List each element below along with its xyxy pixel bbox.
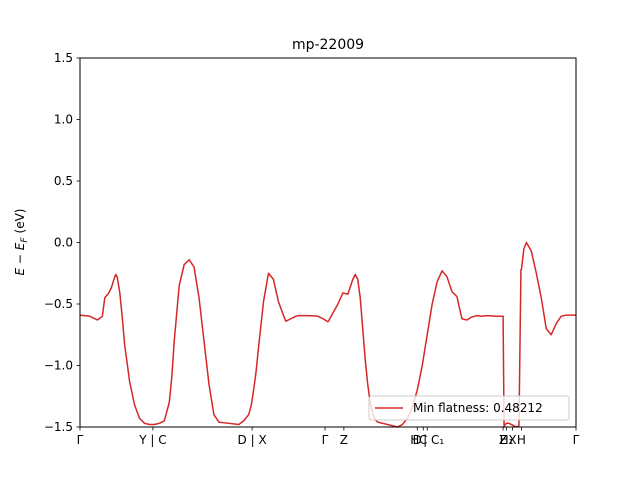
- x-tick-label: Γ: [77, 433, 84, 447]
- legend: Min flatness: 0.48212: [369, 396, 569, 420]
- y-axis-label-sub: F: [20, 237, 30, 243]
- y-tick-label: 1.5: [54, 51, 73, 65]
- x-tick-label: H | C₁: [410, 433, 444, 447]
- y-tick-label: −1.0: [44, 359, 73, 373]
- y-tick-label: −0.5: [44, 297, 73, 311]
- x-tick-label: H: [517, 433, 526, 447]
- chart-title: mp-22009: [292, 37, 364, 53]
- y-axis-label-unit: (eV): [13, 208, 27, 233]
- y-tick-label: 1.0: [54, 113, 73, 127]
- x-tick-label: Z: [340, 433, 348, 447]
- y-tick-label: 0.5: [54, 174, 73, 188]
- x-tick-label: X: [508, 433, 516, 447]
- y-tick-label: 0.0: [54, 236, 73, 250]
- legend-label: Min flatness: 0.48212: [413, 401, 543, 415]
- x-tick-label: Y | C: [138, 433, 166, 447]
- y-axis-label-main: E − E: [13, 242, 27, 275]
- x-tick-label: Γ: [573, 433, 580, 447]
- y-tick-label: −1.5: [44, 420, 73, 434]
- x-tick-label: D | X: [238, 433, 267, 447]
- x-tick-label: Γ: [322, 433, 329, 447]
